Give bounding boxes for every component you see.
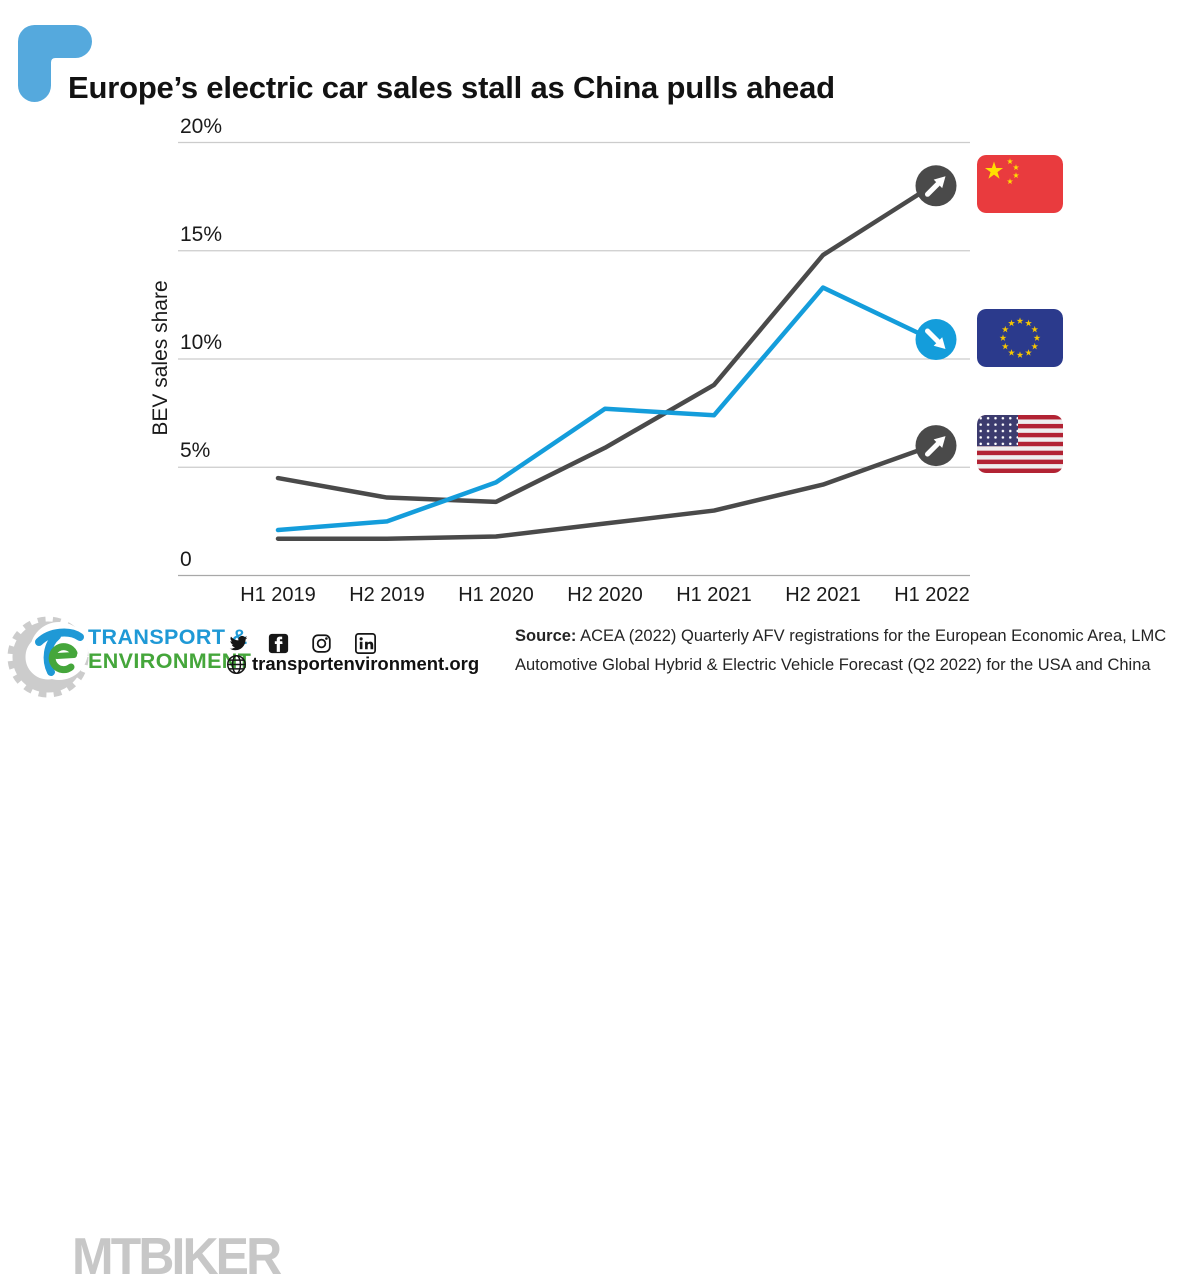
line-european-union bbox=[275, 285, 935, 533]
twitter-icon[interactable] bbox=[228, 633, 249, 654]
y-tick-label: 10% bbox=[180, 331, 223, 354]
linkedin-icon[interactable] bbox=[355, 633, 376, 654]
x-tick-label: H1 2022 bbox=[894, 584, 970, 606]
y-tick-label: 0 bbox=[180, 547, 192, 571]
page-title: Europe’s electric car sales stall as Chi… bbox=[68, 70, 835, 105]
x-tick-label: H1 2021 bbox=[676, 584, 752, 606]
globe-icon bbox=[227, 655, 246, 674]
corner-accent-shape bbox=[18, 25, 92, 103]
y-tick-label: 20% bbox=[180, 114, 223, 138]
watermark-text: MTBIKER bbox=[72, 1228, 282, 1286]
y-tick-label: 15% bbox=[180, 222, 223, 246]
usa-flag bbox=[977, 414, 1063, 473]
y-tick-label: 5% bbox=[180, 439, 211, 463]
x-tick-label: H2 2021 bbox=[785, 584, 861, 606]
x-tick-label: H2 2019 bbox=[349, 584, 425, 606]
website-link[interactable]: transportenvironment.org bbox=[252, 653, 480, 674]
x-tick-label: H1 2019 bbox=[240, 584, 316, 606]
y-axis-title: BEV sales share bbox=[149, 280, 172, 436]
arrow-up-right-icon bbox=[915, 425, 957, 467]
transport-environment-logo-icon bbox=[30, 622, 88, 680]
arrow-down-right-icon bbox=[915, 319, 957, 361]
instagram-icon[interactable] bbox=[311, 633, 332, 654]
arrow-up-right-icon bbox=[915, 165, 957, 207]
logo-text-environment: ENVIRONMENT bbox=[88, 649, 252, 673]
eu-flag bbox=[977, 308, 1063, 367]
logo-text-transport: TRANSPORT & bbox=[88, 625, 248, 649]
source-label: Source: bbox=[515, 627, 577, 645]
line-china bbox=[275, 183, 935, 505]
source-line-2: Automotive Global Hybrid & Electric Vehi… bbox=[515, 656, 1151, 674]
china-flag bbox=[977, 154, 1063, 213]
line-usa bbox=[275, 443, 935, 541]
x-tick-label: H1 2020 bbox=[458, 584, 534, 606]
facebook-icon[interactable] bbox=[268, 633, 289, 654]
source-line-1: Source: ACEA (2022) Quarterly AFV regist… bbox=[515, 627, 1167, 645]
source-note: Source: ACEA (2022) Quarterly AFV regist… bbox=[515, 622, 1183, 680]
x-tick-label: H2 2020 bbox=[567, 584, 643, 606]
